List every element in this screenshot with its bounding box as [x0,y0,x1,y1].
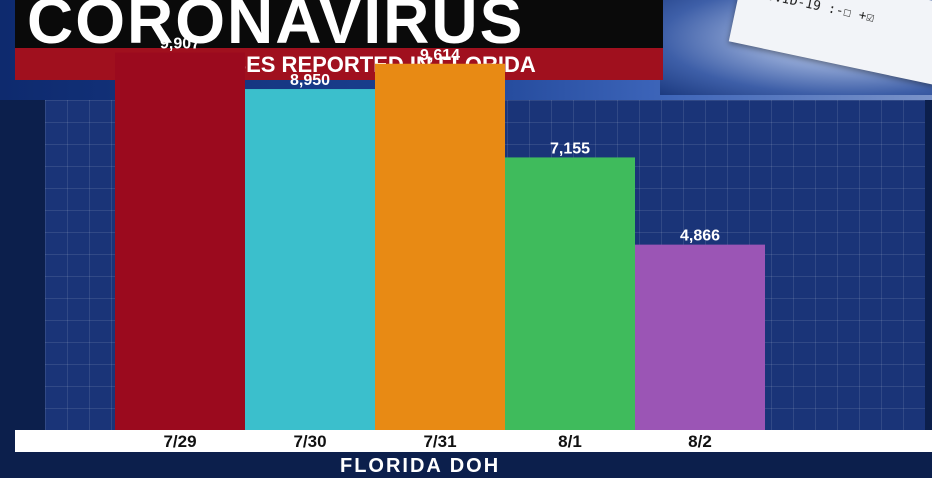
bar-8-1 [505,157,635,430]
value-label-7-30: 8,950 [290,72,330,89]
bar-8-2 [635,244,765,430]
headline-banner: CORONAVIRUS [15,0,663,48]
value-label-7-29: 9,907 [160,36,200,53]
x-tick-label-7-31: 7/31 [423,432,456,451]
x-tick-label-8-2: 8/2 [688,432,712,451]
source-caption: FLORIDA DOH [340,455,501,477]
value-label-7-31: 9,614 [420,47,460,64]
x-axis-strip [15,430,932,452]
x-tick-label-7-29: 7/29 [163,432,196,451]
x-tick-label-7-30: 7/30 [293,432,326,451]
value-label-8-2: 4,866 [680,228,720,245]
bar-7-30 [245,89,375,431]
value-label-8-1: 7,155 [550,140,590,157]
x-tick-label-8-1: 8/1 [558,432,582,451]
bar-7-31 [375,63,505,430]
headline-text: CORONAVIRUS [27,0,525,48]
bar-7-29 [115,52,245,430]
